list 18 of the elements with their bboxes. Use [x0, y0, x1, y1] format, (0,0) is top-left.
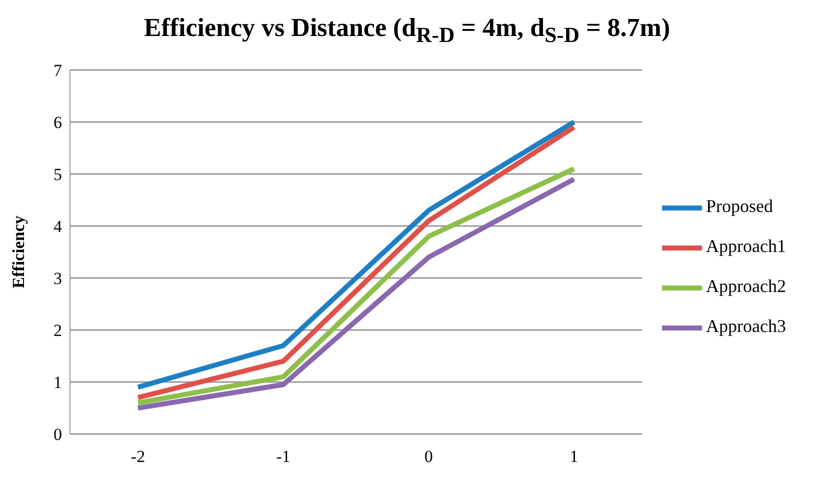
- chart-title: Efficiency vs Distance (d$_{R-D}$ = 4m, d$_{S-D}$ = 8.7m): [142, 12, 672, 50]
- legend-label: Approach1: [706, 236, 786, 256]
- legend-label: Approach3: [706, 316, 786, 336]
- y-axis-title: Efficiency: [9, 215, 28, 288]
- y-tick-label: 7: [54, 61, 62, 80]
- y-tick-label: 6: [54, 113, 62, 132]
- y-tick-label: 5: [54, 165, 62, 184]
- x-tick-label: -2: [130, 447, 146, 466]
- x-tick-label: 0: [424, 447, 433, 466]
- y-tick-label: 2: [54, 321, 62, 340]
- y-tick-label: 3: [54, 269, 62, 288]
- legend-label: Approach2: [706, 276, 786, 296]
- y-tick-label: 1: [54, 373, 62, 392]
- x-tick-label: -1: [276, 447, 290, 466]
- legend-label: Proposed: [706, 196, 774, 216]
- x-tick-label: 1: [570, 447, 578, 466]
- y-tick-label: 0: [54, 425, 62, 444]
- y-tick-label: 4: [54, 217, 62, 236]
